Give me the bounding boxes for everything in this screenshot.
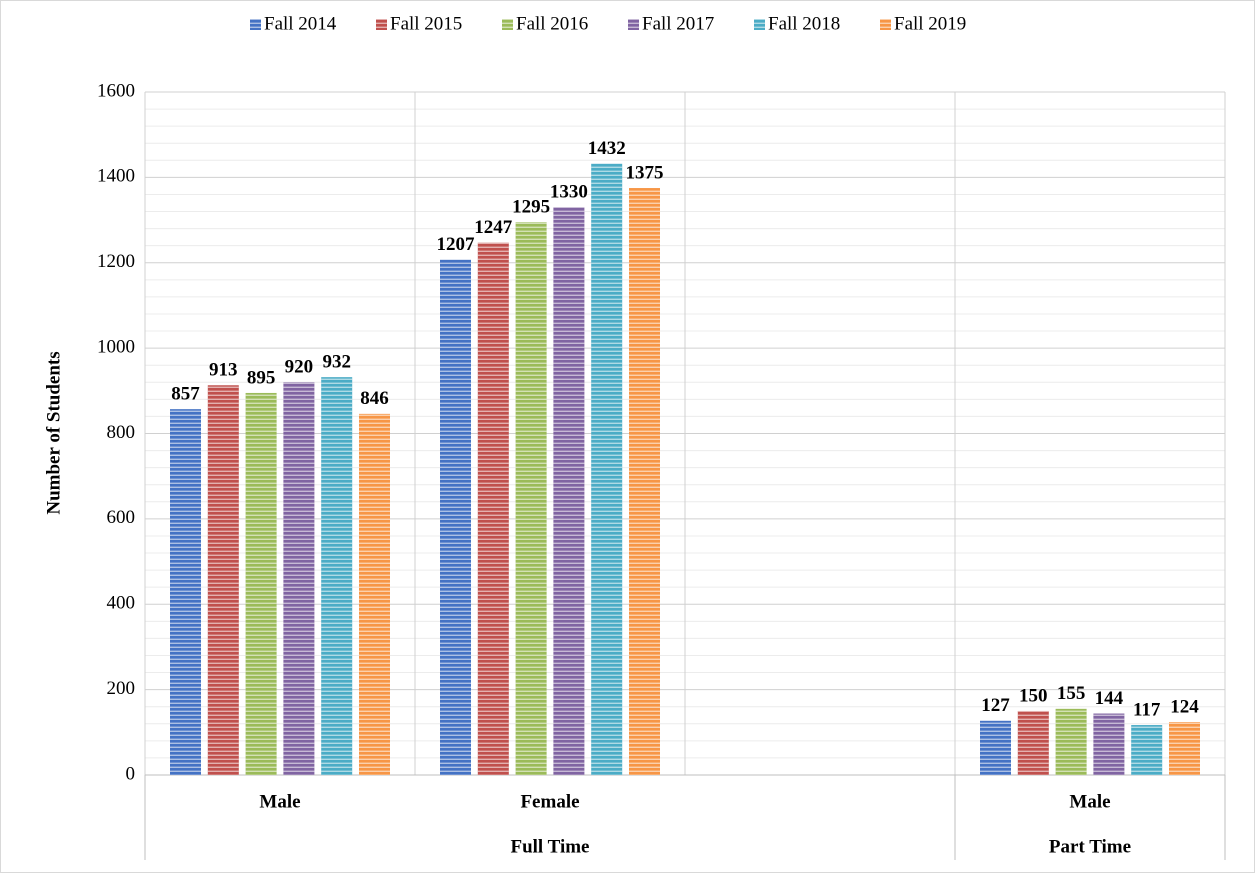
data-label: 1207 [437,234,476,255]
legend-swatch-texture [376,19,387,30]
bar-texture [170,409,201,775]
x-tick-label: Male [1069,791,1110,812]
bar-texture [1131,725,1163,775]
x-tick-label: Female [520,791,579,812]
y-tick-label: 1600 [97,80,135,101]
legend-swatch-texture [628,19,639,30]
bar-texture [1093,713,1125,775]
data-label: 1375 [626,162,664,183]
y-tick-label: 200 [107,678,136,699]
bar-texture [1055,708,1087,775]
y-tick-label: 1000 [97,336,135,357]
y-axis-title: Number of Students [43,351,64,514]
legend-swatch-texture [502,19,513,30]
legend-swatch-texture [754,19,765,30]
data-label: 1432 [588,138,626,159]
group-label: Part Time [1049,836,1131,857]
bar-texture [245,392,277,775]
data-label: 895 [247,367,276,388]
bar-texture [629,188,660,775]
legend-swatch-texture [880,19,891,30]
data-label: 846 [360,388,389,409]
data-label: 150 [1019,685,1048,706]
data-label: 932 [322,352,351,373]
legend-label: Fall 2015 [390,13,462,34]
legend-label: Fall 2014 [264,13,337,34]
y-tick-label: 1400 [97,166,135,187]
legend-label: Fall 2016 [516,13,588,34]
data-label: 920 [285,357,314,378]
group-label: Full Time [510,836,589,857]
legend-label: Fall 2017 [642,13,714,34]
legend-label: Fall 2019 [894,13,966,34]
data-label: 1330 [550,182,588,203]
data-label: 913 [209,360,238,381]
y-tick-label: 1200 [97,251,135,272]
bar-texture [321,377,353,775]
bar-texture [283,382,315,775]
legend-label: Fall 2018 [768,13,840,34]
bar-texture [440,259,471,776]
y-tick-label: 600 [107,507,136,528]
data-label: 155 [1057,683,1086,704]
data-label: 144 [1095,688,1124,709]
bar-texture [1169,722,1200,775]
bar-texture [980,720,1011,775]
bar-texture [515,222,547,775]
bar-texture [591,163,623,776]
data-label: 127 [981,695,1010,716]
data-label: 1247 [474,217,513,238]
bar-texture [207,385,239,775]
x-tick-label: Male [259,791,300,812]
y-tick-label: 400 [107,593,136,614]
data-label: 117 [1133,699,1161,720]
y-tick-label: 800 [107,422,136,443]
bar-texture [553,207,585,776]
bar-texture [1017,710,1049,775]
legend-swatch-texture [250,19,261,30]
data-label: 124 [1170,696,1199,717]
data-label: 857 [171,384,200,405]
y-tick-label: 0 [126,763,136,784]
bar-texture [359,413,390,775]
bar-texture [477,242,509,775]
data-label: 1295 [512,197,550,218]
